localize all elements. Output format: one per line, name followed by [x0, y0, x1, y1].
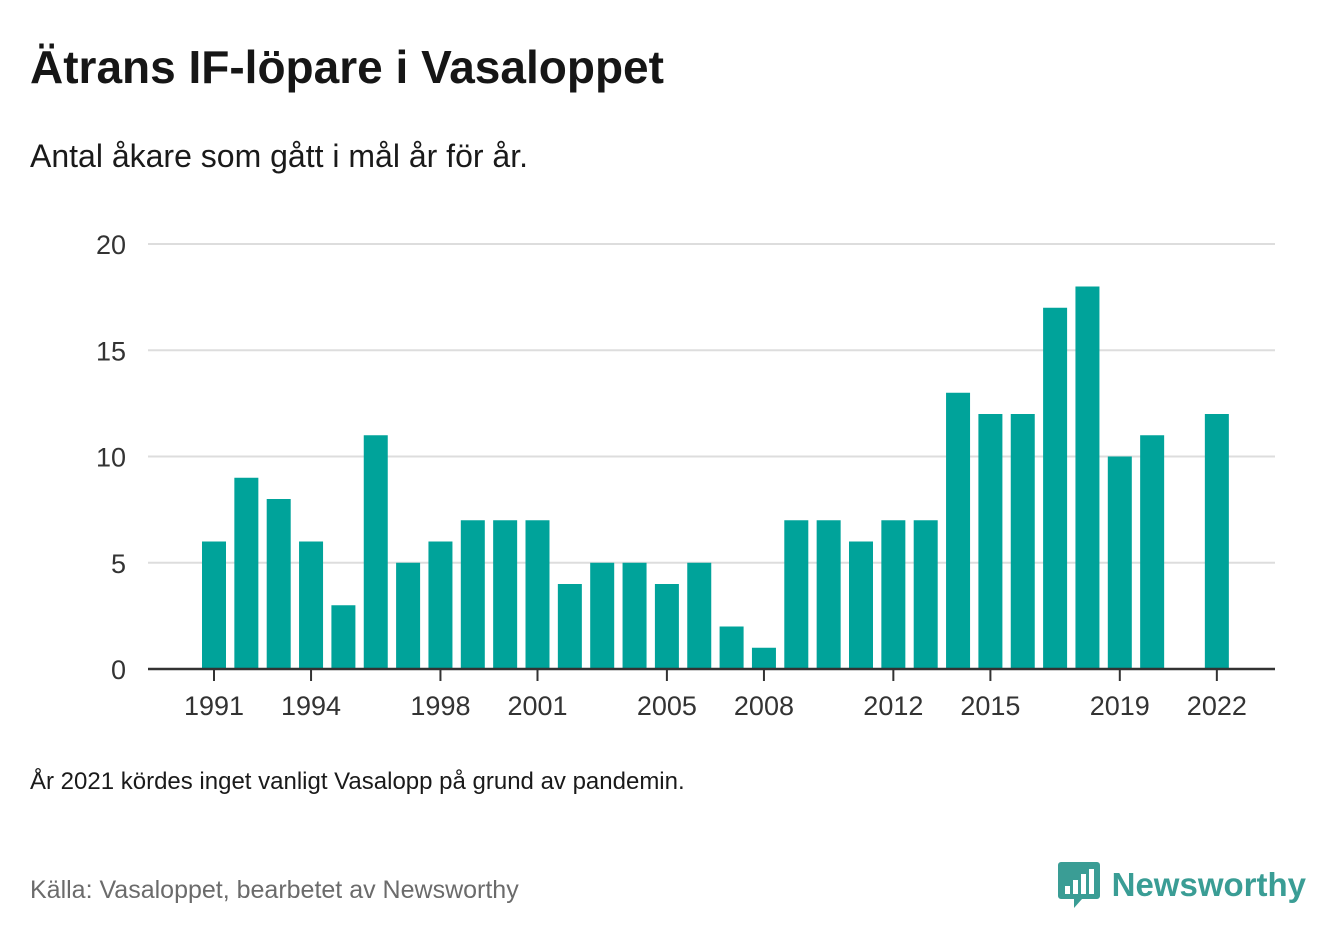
gridlines	[148, 243, 1275, 564]
x-tick-label: 2012	[863, 691, 923, 721]
chart-note: År 2021 kördes inget vanligt Vasalopp på…	[30, 768, 685, 795]
bar-2016	[1010, 414, 1035, 669]
bar-2013	[913, 520, 938, 669]
x-tick-label: 2022	[1187, 691, 1247, 721]
x-tick-label: 2015	[960, 691, 1020, 721]
bar-1996	[363, 435, 388, 669]
bar-2012	[881, 520, 906, 669]
chart-title: Ätrans IF-löpare i Vasaloppet	[30, 41, 664, 93]
y-tick-label: 20	[96, 230, 126, 260]
bar-2002	[557, 584, 582, 669]
bar-2017	[1043, 307, 1068, 669]
bar-2004	[622, 562, 647, 669]
bar-2019	[1107, 456, 1132, 669]
bars	[202, 286, 1229, 669]
bar-chart-speech-bubble-icon	[1057, 862, 1100, 908]
bar-2008	[751, 647, 776, 669]
bar-2011	[849, 541, 873, 669]
x-tick-label: 2008	[734, 691, 794, 721]
bar-2003	[590, 562, 615, 669]
bar-1991	[202, 541, 226, 669]
chart-subtitle: Antal åkare som gått i mål år för år.	[30, 138, 528, 174]
bar-2007	[719, 626, 744, 669]
y-tick-label: 5	[111, 549, 126, 579]
x-tick-label: 1998	[410, 691, 470, 721]
bar-chart: 0 5 10 15 20 1991 1994 1998 2001 2005 2008 2012 2015…	[96, 230, 1275, 721]
axes: 0 5 10 15 20 1991 1994 1998 2001 2005 2008 2012 2015…	[96, 230, 1275, 721]
bar-2006	[687, 562, 712, 669]
bar-2022	[1204, 414, 1229, 669]
bar-1995	[331, 605, 356, 669]
bar-2010	[816, 520, 841, 669]
x-tick-label: 1994	[281, 691, 341, 721]
x-tick-label: 2001	[507, 691, 567, 721]
brand-name: Newsworthy	[1111, 866, 1306, 903]
source-text: Källa: Vasaloppet, bearbetet av Newswort…	[30, 876, 519, 904]
bar-2001	[525, 520, 550, 669]
y-tick-label: 15	[96, 336, 126, 366]
bar-2018	[1075, 286, 1100, 669]
bar-2020	[1140, 435, 1165, 669]
y-tick-label: 0	[111, 655, 126, 685]
y-tick-label: 10	[96, 443, 126, 473]
x-tick-label: 2019	[1090, 691, 1150, 721]
bar-1997	[396, 562, 421, 669]
bar-2005	[654, 584, 679, 669]
brand-logo: Newsworthy	[1057, 860, 1306, 910]
bar-1993	[266, 499, 291, 669]
bar-2015	[978, 414, 1003, 669]
x-tick-label: 2005	[637, 691, 697, 721]
bar-1992	[234, 477, 259, 669]
bar-2000	[493, 520, 518, 669]
bar-2014	[946, 392, 971, 669]
bar-1999	[460, 520, 485, 669]
x-tick-label: 1991	[184, 691, 244, 721]
bar-2009	[784, 520, 809, 669]
bar-1994	[299, 541, 324, 669]
bar-1998	[428, 541, 453, 669]
